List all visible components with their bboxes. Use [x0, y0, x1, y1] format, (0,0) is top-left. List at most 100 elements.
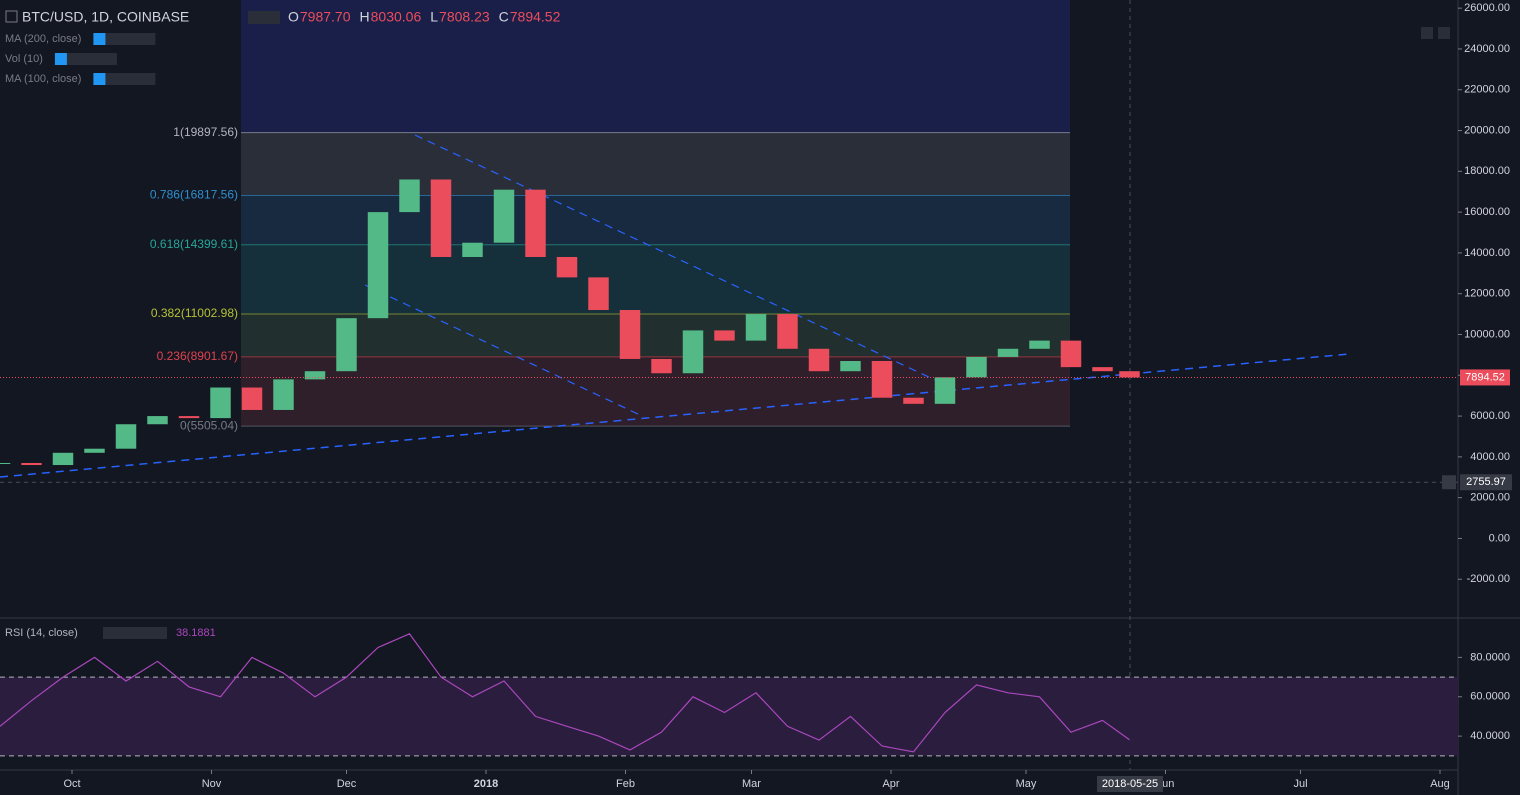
- crosshair-label: 2755.97: [1466, 476, 1506, 488]
- x-tick-label: Oct: [63, 778, 80, 790]
- rsi-buttons[interactable]: [103, 627, 167, 639]
- ohlc-key: C: [499, 9, 509, 25]
- y-tick-label: 18000.00: [1464, 165, 1510, 177]
- candle: [1119, 371, 1140, 378]
- candle: [777, 314, 798, 349]
- candle: [871, 361, 893, 398]
- indicator-name[interactable]: MA (200, close): [5, 33, 81, 45]
- candle: [934, 377, 956, 404]
- y-tick-label: 14000.00: [1464, 247, 1510, 259]
- indicator-name[interactable]: Vol (10): [5, 53, 43, 65]
- pane-button[interactable]: [1421, 27, 1433, 39]
- candle: [399, 179, 420, 213]
- candle: [84, 448, 105, 453]
- fib-label: 0.236(8901.67): [157, 349, 238, 363]
- ohlc-value: 7987.70: [300, 9, 351, 25]
- candle: [241, 387, 263, 410]
- candle: [808, 348, 830, 372]
- series-buttons[interactable]: [248, 11, 280, 24]
- x-tick-label: Apr: [882, 778, 899, 790]
- fib-label: 0.382(11002.98): [151, 306, 238, 320]
- visibility-button[interactable]: [54, 53, 67, 65]
- crosshair-tag: [1460, 474, 1512, 491]
- ohlc-key: H: [360, 9, 370, 25]
- candle: [273, 379, 294, 410]
- trend-line: [414, 134, 936, 381]
- x-tick-label: Nov: [202, 778, 222, 790]
- ohlc-key: O: [288, 9, 299, 25]
- fib-zone: [241, 195, 1070, 245]
- last-price-tag: [1460, 369, 1510, 386]
- candle: [619, 310, 641, 359]
- candle: [0, 462, 11, 464]
- last-price-label: 7894.52: [1465, 371, 1505, 383]
- rsi-name[interactable]: RSI (14, close): [5, 627, 78, 639]
- x-tick-label: Feb: [616, 778, 635, 790]
- fib-top-zone: [241, 0, 1070, 133]
- y-tick-label: 26000.00: [1464, 2, 1510, 14]
- candle: [52, 452, 74, 466]
- fib-zone: [241, 244, 1070, 315]
- rsi-line: [0, 633, 1130, 753]
- indicator-buttons[interactable]: [93, 33, 156, 45]
- y-tick-label: 24000.00: [1464, 43, 1510, 55]
- candle: [210, 387, 231, 419]
- candle: [525, 189, 546, 257]
- ohlc-value: 8030.06: [371, 9, 422, 25]
- candle: [682, 330, 704, 374]
- candle: [556, 256, 578, 278]
- x-tick-label: 2018: [474, 778, 498, 790]
- fib-label: 0(5505.04): [180, 418, 238, 432]
- x-tick-label: Jul: [1293, 778, 1307, 790]
- crosshair-date-tag: [1097, 776, 1163, 792]
- candle: [1060, 340, 1082, 368]
- fib-label: 0.786(16817.56): [150, 188, 238, 202]
- candle: [367, 212, 389, 319]
- rsi-value: 38.1881: [176, 627, 216, 639]
- candle: [588, 277, 609, 311]
- trend-line: [0, 353, 1350, 478]
- trend-line: [364, 284, 641, 416]
- fib-zone: [241, 132, 1070, 196]
- indicator-buttons[interactable]: [93, 73, 156, 85]
- candle: [714, 330, 735, 341]
- visibility-button[interactable]: [93, 73, 106, 85]
- rsi-tick-label: 60.0000: [1470, 691, 1510, 703]
- y-tick-label: 10000.00: [1464, 328, 1510, 340]
- y-tick-label: 0.00: [1489, 532, 1510, 544]
- add-button[interactable]: [1442, 475, 1456, 490]
- rsi-tick-label: 80.0000: [1470, 651, 1510, 663]
- candle: [178, 416, 200, 419]
- candle: [997, 348, 1019, 357]
- indicator-buttons[interactable]: [54, 53, 117, 65]
- ohlc-value: 7894.52: [510, 9, 561, 25]
- x-tick-label: Dec: [337, 778, 357, 790]
- ohlc-value: 7808.23: [439, 9, 490, 25]
- y-tick-label: -2000.00: [1467, 573, 1510, 585]
- ohlc-key: L: [430, 9, 438, 25]
- collapse-button[interactable]: [5, 10, 18, 23]
- rsi-band: [0, 677, 1458, 756]
- y-tick-label: 6000.00: [1470, 410, 1510, 422]
- x-tick-label: May: [1016, 778, 1037, 790]
- candle: [115, 424, 137, 449]
- y-tick-label: 20000.00: [1464, 124, 1510, 136]
- fib-label: 0.618(14399.61): [150, 237, 238, 251]
- candle: [304, 371, 326, 380]
- symbol[interactable]: BTC/USD, 1D, COINBASE: [22, 9, 189, 25]
- indicator-name[interactable]: MA (100, close): [5, 73, 81, 85]
- fib-zone: [241, 314, 1070, 357]
- candle: [1092, 367, 1113, 372]
- visibility-button[interactable]: [93, 33, 106, 45]
- y-tick-label: 22000.00: [1464, 84, 1510, 96]
- y-tick-label: 12000.00: [1464, 288, 1510, 300]
- candle: [462, 242, 483, 257]
- candle: [1029, 340, 1050, 349]
- candle: [493, 189, 515, 243]
- pane-button[interactable]: [1438, 27, 1450, 39]
- candle: [21, 462, 42, 466]
- candle: [336, 318, 357, 372]
- candle: [840, 361, 861, 372]
- fib-label: 1(19897.56): [173, 125, 238, 139]
